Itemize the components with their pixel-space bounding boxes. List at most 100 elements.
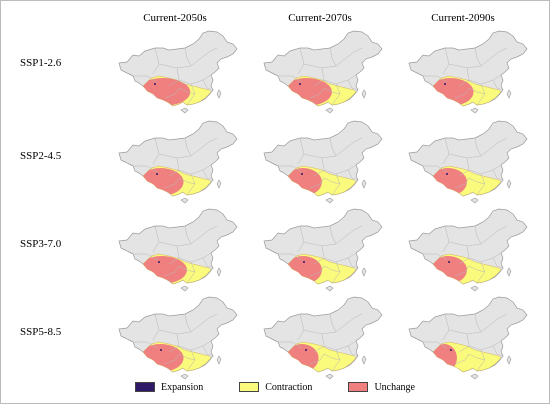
china-map	[118, 208, 238, 292]
province-border	[423, 253, 448, 261]
china-map	[263, 296, 383, 380]
province-border	[458, 169, 470, 177]
province-border	[323, 87, 341, 95]
province-border	[200, 313, 218, 325]
province-border	[313, 169, 325, 177]
expansion-area	[154, 83, 156, 85]
range-outline	[432, 75, 502, 107]
province-border	[303, 147, 347, 159]
province-border	[345, 137, 363, 149]
map-ssp5-85-2070s	[240, 294, 390, 380]
province-border	[158, 147, 202, 159]
expansion-area	[299, 83, 301, 85]
province-border	[313, 345, 325, 353]
hainan-island	[470, 285, 479, 292]
province-border	[168, 345, 180, 353]
province-border	[200, 225, 218, 237]
legend-item-expansion: Expansion	[135, 382, 203, 393]
province-border	[345, 47, 363, 59]
province-border	[454, 87, 470, 99]
province-border	[133, 253, 158, 261]
expansion-area	[305, 349, 307, 351]
province-border	[492, 79, 504, 91]
taiwan-island	[361, 179, 367, 189]
province-border	[323, 353, 341, 361]
taiwan-island	[506, 355, 512, 365]
taiwan-island	[506, 89, 512, 99]
map-ssp2-45-2090s	[385, 118, 535, 204]
province-border	[313, 79, 325, 87]
province-border	[468, 265, 486, 273]
province-border	[200, 47, 218, 59]
range-outline	[142, 165, 212, 197]
hainan-island	[180, 373, 189, 380]
province-border	[490, 225, 508, 237]
map-ssp5-85-2050s	[95, 294, 245, 380]
taiwan-island	[216, 179, 222, 189]
province-border	[492, 169, 504, 181]
province-border	[168, 169, 180, 177]
expansion-area	[301, 173, 303, 175]
taiwan-island	[361, 355, 367, 365]
province-border	[458, 79, 470, 87]
province-border	[329, 313, 337, 333]
hainan-island	[325, 197, 334, 204]
map-ssp5-85-2090s	[385, 294, 535, 380]
province-border	[448, 57, 492, 69]
province-border	[178, 177, 196, 185]
hainan-island	[470, 197, 479, 204]
province-border	[309, 87, 325, 99]
china-map	[118, 30, 238, 114]
province-border	[202, 79, 214, 91]
province-border	[347, 169, 359, 181]
legend-swatch-contraction	[239, 382, 260, 392]
expansion-area	[448, 261, 450, 263]
province-border	[202, 345, 214, 357]
hainan-island	[180, 107, 189, 114]
province-border	[454, 177, 470, 189]
taiwan-island	[216, 267, 222, 277]
range-outline	[142, 75, 212, 107]
province-border	[200, 137, 218, 149]
range-outline	[287, 165, 357, 197]
legend-label-unchange: Unchange	[374, 381, 415, 393]
province-border	[474, 47, 482, 67]
province-border	[184, 313, 192, 333]
province-border	[323, 177, 341, 185]
column-title-2090s: Current-2090s	[431, 12, 495, 24]
province-border	[168, 79, 180, 87]
province-border	[329, 225, 337, 245]
province-border	[329, 47, 337, 67]
province-border	[278, 75, 303, 83]
province-border	[474, 225, 482, 245]
china-map	[408, 120, 528, 204]
province-border	[347, 345, 359, 357]
row-label-ssp5: SSP5-8.5	[20, 326, 62, 338]
province-border	[448, 147, 492, 159]
province-border	[303, 323, 347, 335]
range-outline	[142, 341, 212, 373]
hainan-island	[325, 107, 334, 114]
province-border	[133, 75, 158, 83]
hainan-island	[470, 373, 479, 380]
china-map	[408, 208, 528, 292]
map-ssp3-70-2070s	[240, 206, 390, 292]
map-ssp3-70-2090s	[385, 206, 535, 292]
province-border	[184, 137, 192, 157]
province-border	[168, 257, 180, 265]
province-border	[133, 165, 158, 173]
taiwan-island	[216, 89, 222, 99]
province-border	[345, 225, 363, 237]
row-label-ssp3: SSP3-7.0	[20, 238, 62, 250]
column-title-2070s: Current-2070s	[288, 12, 352, 24]
legend-swatch-expansion	[135, 382, 155, 392]
legend-label-contraction: Contraction	[265, 381, 313, 393]
province-border	[309, 265, 325, 277]
province-border	[454, 265, 470, 277]
range-outline	[432, 253, 502, 285]
taiwan-island	[361, 267, 367, 277]
province-border	[347, 257, 359, 269]
taiwan-island	[361, 89, 367, 99]
map-ssp1-26-2050s	[95, 28, 245, 114]
hainan-island	[325, 285, 334, 292]
